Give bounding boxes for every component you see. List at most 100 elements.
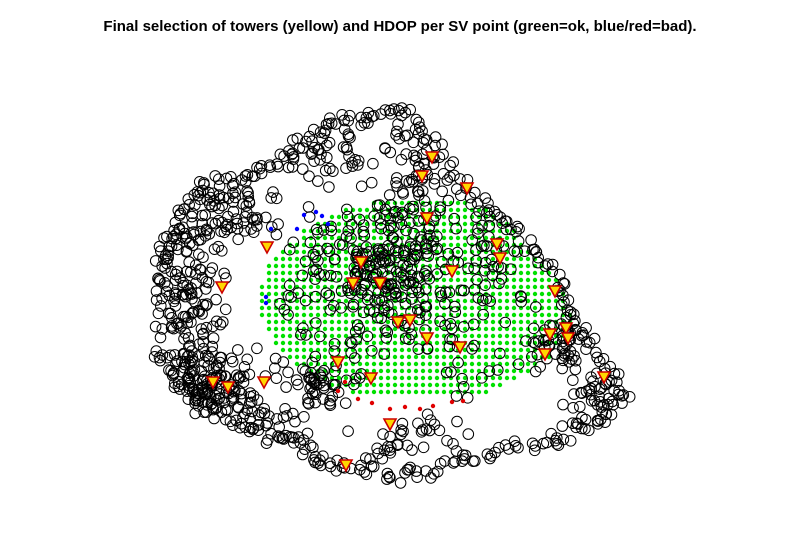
tower-point bbox=[410, 113, 423, 126]
hdop-ok-point bbox=[462, 249, 468, 255]
hdop-ok-point bbox=[413, 354, 419, 360]
tower-point bbox=[475, 372, 488, 384]
tower-point bbox=[534, 361, 547, 373]
tower-point bbox=[554, 268, 566, 281]
tower-point bbox=[153, 273, 166, 286]
tower-point bbox=[239, 170, 252, 182]
hdop-ok-point bbox=[301, 305, 307, 311]
hdop-ok-point bbox=[427, 382, 433, 388]
hdop-ok-point bbox=[343, 214, 349, 220]
hdop-ok-point bbox=[539, 270, 545, 276]
tower-point bbox=[416, 424, 429, 436]
tower-point bbox=[443, 286, 456, 299]
tower-point bbox=[526, 351, 538, 363]
hdop-ok-point bbox=[273, 291, 279, 297]
hdop-ok-point bbox=[322, 263, 328, 269]
hdop-ok-point bbox=[441, 221, 447, 227]
tower-point bbox=[225, 352, 238, 365]
tower-point bbox=[168, 381, 181, 394]
tower-point bbox=[349, 154, 361, 166]
hdop-ok-point bbox=[420, 389, 426, 395]
hdop-ok-point bbox=[413, 368, 419, 374]
tower-point bbox=[412, 185, 424, 197]
hdop-ok-point bbox=[483, 347, 489, 353]
tower-point bbox=[330, 118, 342, 130]
tower-point bbox=[335, 302, 347, 314]
tower-point bbox=[283, 279, 296, 292]
selected-tower-marker bbox=[558, 322, 574, 336]
hdop-ok-point bbox=[259, 305, 265, 311]
tower-point bbox=[429, 139, 441, 152]
tower-point bbox=[269, 362, 281, 375]
tower-point bbox=[183, 199, 195, 211]
hdop-ok-point bbox=[497, 340, 503, 346]
hdop-ok-point bbox=[441, 277, 447, 283]
tower-point bbox=[209, 170, 221, 182]
hdop-bad-point bbox=[402, 404, 408, 410]
hdop-ok-point bbox=[504, 305, 510, 311]
hdop-ok-point bbox=[364, 319, 370, 325]
tower-point bbox=[416, 185, 429, 197]
tower-point bbox=[181, 317, 193, 329]
hdop-ok-point bbox=[399, 361, 405, 367]
tower-point bbox=[273, 421, 286, 433]
hdop-ok-point bbox=[504, 333, 510, 339]
tower-point bbox=[358, 229, 371, 242]
hdop-ok-point bbox=[434, 361, 440, 367]
tower-point bbox=[225, 171, 237, 183]
hdop-ok-point bbox=[378, 235, 384, 241]
tower-point bbox=[303, 398, 315, 410]
hdop-ok-point bbox=[434, 389, 440, 395]
tower-point bbox=[169, 349, 181, 361]
hdop-ok-point bbox=[504, 354, 510, 360]
hdop-ok-point bbox=[329, 305, 335, 311]
hdop-ok-point bbox=[455, 270, 461, 276]
hdop-ok-point bbox=[490, 354, 496, 360]
hdop-ok-point bbox=[322, 326, 328, 332]
hdop-ok-point bbox=[455, 319, 461, 325]
hdop-ok-point bbox=[343, 333, 349, 339]
tower-point bbox=[319, 124, 332, 137]
tower-point bbox=[292, 431, 305, 443]
tower-point bbox=[530, 301, 542, 313]
hdop-ok-point bbox=[427, 319, 433, 325]
tower-point bbox=[409, 123, 422, 136]
hdop-ok-point bbox=[525, 291, 531, 297]
tower-point bbox=[532, 256, 544, 269]
tower-point bbox=[345, 232, 357, 244]
hdop-ok-point bbox=[273, 319, 279, 325]
tower-point bbox=[384, 430, 396, 443]
tower-point bbox=[192, 400, 205, 412]
hdop-ok-point bbox=[329, 214, 335, 220]
tower-point bbox=[378, 348, 391, 360]
tower-point bbox=[430, 243, 442, 256]
tower-point bbox=[321, 242, 333, 255]
tower-point bbox=[470, 211, 483, 223]
tower-point bbox=[265, 192, 278, 204]
tower-point bbox=[569, 315, 581, 327]
hdop-ok-point bbox=[434, 319, 440, 325]
tower-point bbox=[174, 272, 186, 284]
hdop-ok-point bbox=[294, 249, 300, 255]
hdop-ok-point bbox=[420, 326, 426, 332]
tower-point bbox=[436, 138, 448, 151]
tower-point bbox=[357, 225, 370, 238]
tower-point bbox=[340, 374, 353, 387]
tower-point bbox=[413, 189, 425, 201]
tower-point bbox=[154, 331, 167, 344]
hdop-ok-point bbox=[462, 347, 468, 353]
hdop-ok-point bbox=[448, 235, 454, 241]
hdop-ok-point bbox=[455, 277, 461, 283]
hdop-ok-point bbox=[364, 354, 370, 360]
selected-tower-marker bbox=[489, 238, 505, 252]
hdop-ok-point bbox=[287, 354, 293, 360]
tower-point bbox=[483, 231, 495, 243]
tower-point bbox=[372, 243, 385, 255]
tower-point bbox=[314, 454, 326, 467]
tower-point bbox=[252, 409, 265, 421]
hdop-ok-point bbox=[469, 361, 475, 367]
tower-point bbox=[483, 219, 496, 232]
tower-point bbox=[520, 335, 532, 347]
tower-point bbox=[527, 322, 540, 335]
hdop-ok-point bbox=[546, 312, 552, 318]
